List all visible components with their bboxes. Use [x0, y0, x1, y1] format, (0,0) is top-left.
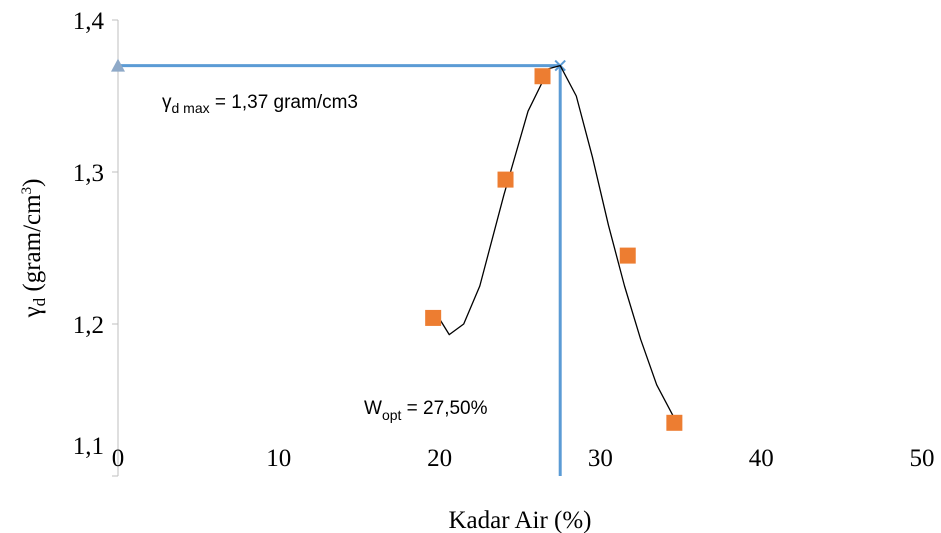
y-tick-label: 1,2 — [73, 312, 104, 339]
annotation-part: = 1,37 gram/cm3 — [210, 92, 358, 113]
point — [425, 309, 442, 326]
annotation: Wopt = 27,50% — [364, 398, 488, 423]
trendline — [437, 64, 677, 422]
x-tick-label: 0 — [112, 445, 125, 472]
x-tick-label: 20 — [427, 445, 452, 472]
annotation: γd max = 1,37 gram/cm3 — [162, 92, 358, 116]
y-label-part: (gram/cm — [19, 194, 46, 298]
y-label-part: ) — [19, 179, 46, 187]
x-tick-label: 50 — [910, 445, 935, 472]
point — [666, 414, 683, 431]
x-tick-label: 30 — [588, 445, 613, 472]
annotation-sub: opt — [382, 407, 402, 423]
y-tick-label: 1,4 — [73, 8, 105, 35]
reference-marker — [111, 58, 125, 72]
y-tick-label: 1,1 — [73, 433, 104, 460]
annotation-sub: d max — [172, 100, 210, 116]
y-label-part: γ — [19, 306, 46, 318]
point — [619, 247, 636, 264]
point — [534, 68, 551, 85]
annotation-part: = 27,50% — [401, 398, 487, 419]
annotation-part: γ — [162, 92, 172, 113]
y-label-sup: 3 — [19, 187, 35, 195]
annotation-part: W — [364, 398, 382, 419]
y-label-sub: d — [30, 297, 49, 306]
x-tick-label: 40 — [749, 445, 774, 472]
y-tick-label: 1,3 — [73, 160, 104, 187]
y-axis-label: γd (gram/cm3) — [19, 179, 49, 319]
x-axis-label: Kadar Air (%) — [449, 507, 592, 533]
x-tick-label: 10 — [266, 445, 291, 472]
point — [497, 171, 514, 188]
